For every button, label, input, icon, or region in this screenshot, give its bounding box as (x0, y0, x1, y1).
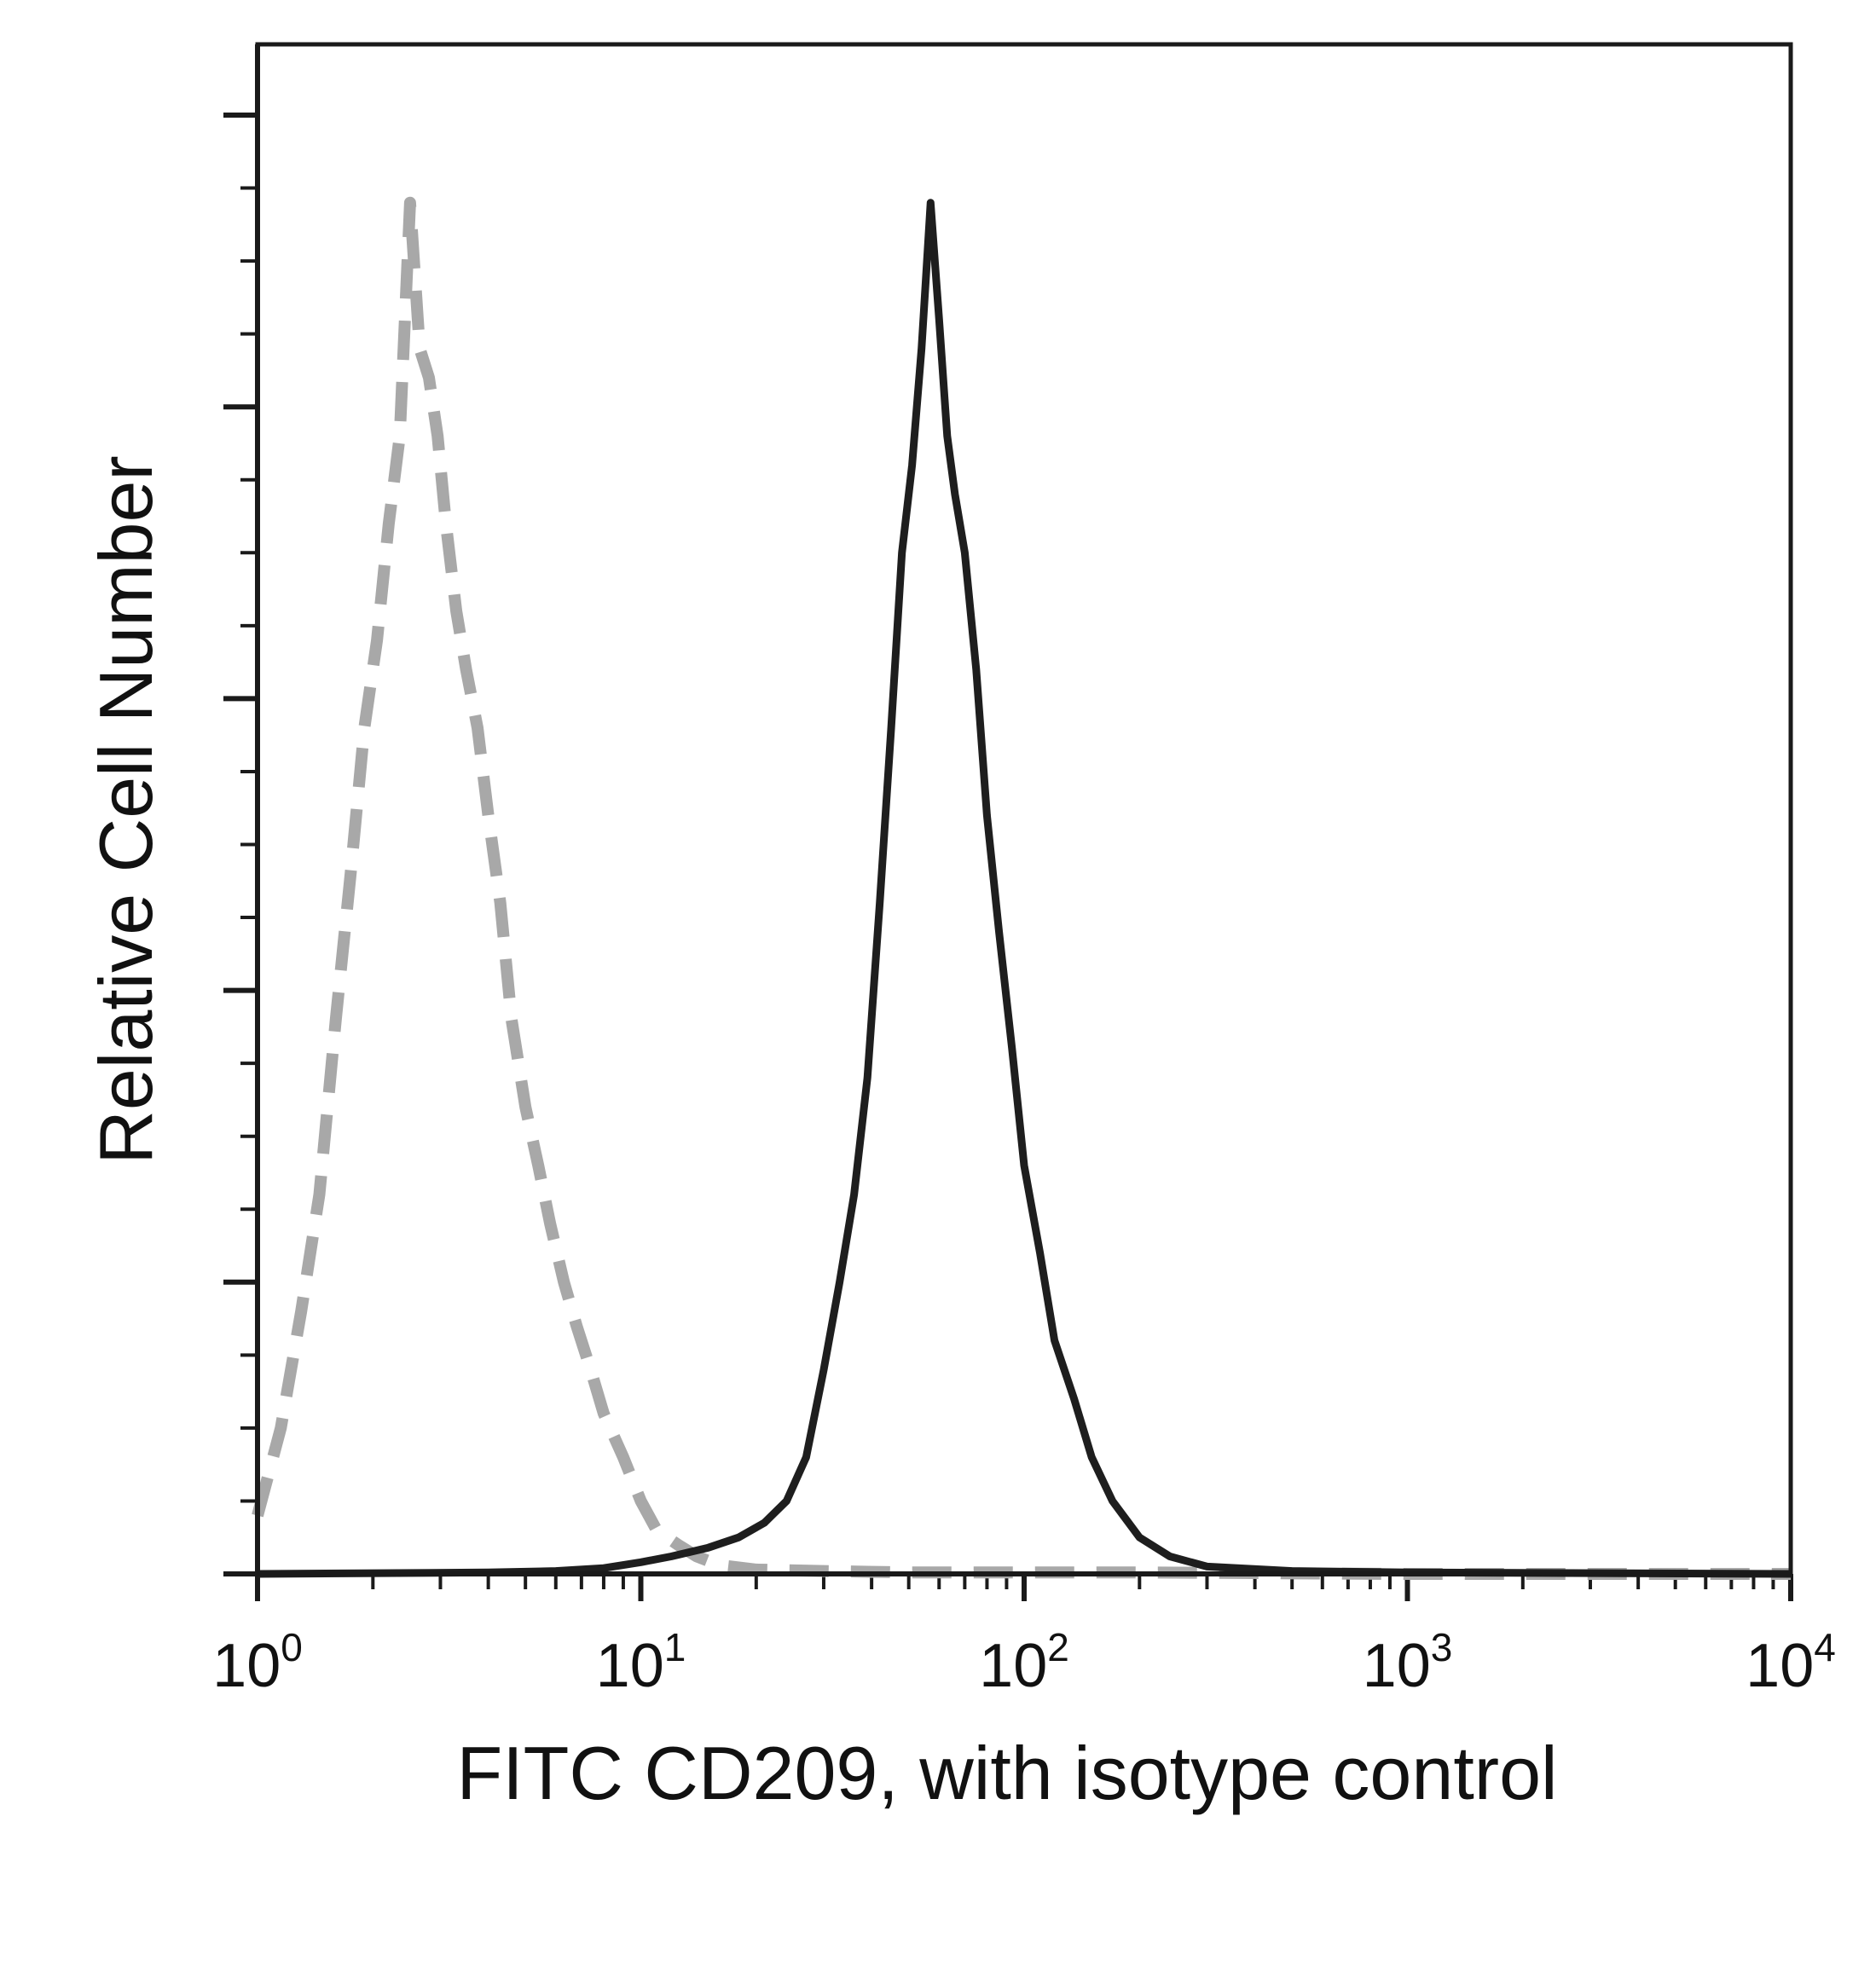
y-axis-title: Relative Cell Number (84, 455, 168, 1164)
x-tick-label: 103 (1363, 1625, 1453, 1700)
x-axis-title: FITC CD209, with isotype control (456, 1731, 1557, 1815)
x-tick-labels: 100 101 102 103 104 (212, 1625, 1836, 1700)
isotype-control-histogram (252, 196, 1791, 1580)
x-tick-label: 101 (596, 1625, 686, 1700)
x-tick-label: 102 (979, 1625, 1069, 1700)
x-tick-label: 104 (1746, 1625, 1836, 1700)
series-layer (252, 196, 1792, 1580)
axis-ticks (223, 113, 1793, 1601)
cd209-histogram (257, 199, 1792, 1578)
x-tick-label: 100 (212, 1625, 303, 1700)
